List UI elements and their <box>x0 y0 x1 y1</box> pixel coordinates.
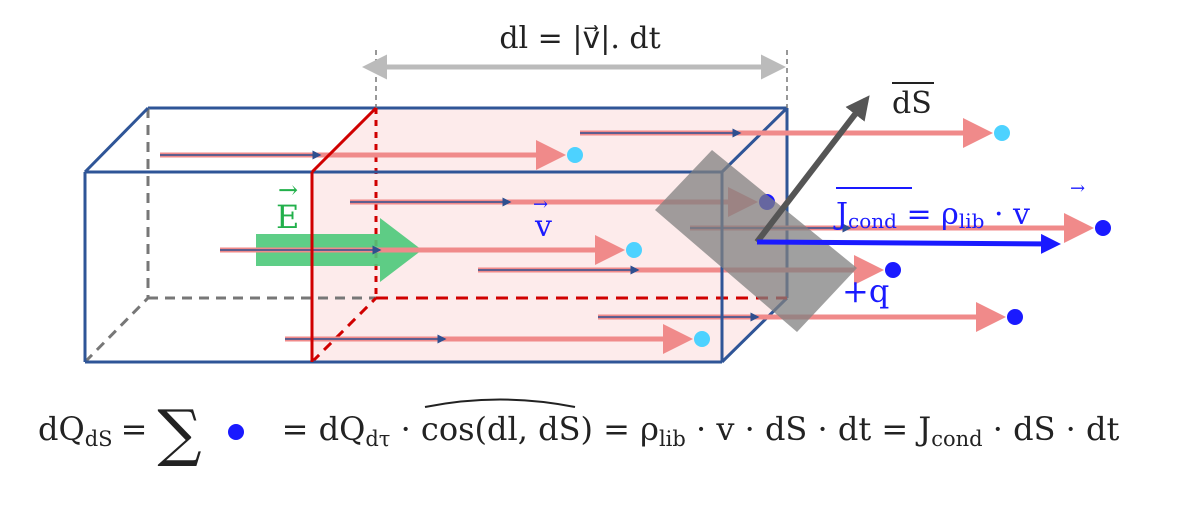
dl-dimension <box>362 50 788 108</box>
angle-hat <box>424 398 576 408</box>
v-overarrow-J: → <box>1070 178 1085 199</box>
conductor-front-face <box>83 106 724 364</box>
velocity-overarrow: → <box>533 194 548 215</box>
charge-dot <box>567 147 583 163</box>
dl-label: dl = |v⃗|. dt <box>499 21 660 56</box>
current-density-arrow <box>756 233 1061 254</box>
charge-dot <box>694 331 710 347</box>
current-density-label: Jcond = ρlib · v <box>833 197 1030 233</box>
electric-field-vector-arrow: → <box>278 176 298 204</box>
slice-edges-back <box>310 108 787 364</box>
charge-dot <box>1095 220 1111 236</box>
charge-label: +q <box>842 272 889 310</box>
flux-formula: dQdS = ∑ = dQdτ · cos(dl, dS) = ρlib · v · … <box>38 396 1119 469</box>
electric-field-label: E <box>276 198 299 236</box>
dS-vector-arrow <box>754 95 870 244</box>
charge-dot <box>1007 309 1023 325</box>
charge-dot <box>626 242 642 258</box>
charge-dot-sum <box>228 424 244 440</box>
charge-dot <box>885 262 901 278</box>
dS-label: dS <box>892 86 932 121</box>
velocity-label: v <box>534 209 552 244</box>
charge-dot <box>994 125 1010 141</box>
